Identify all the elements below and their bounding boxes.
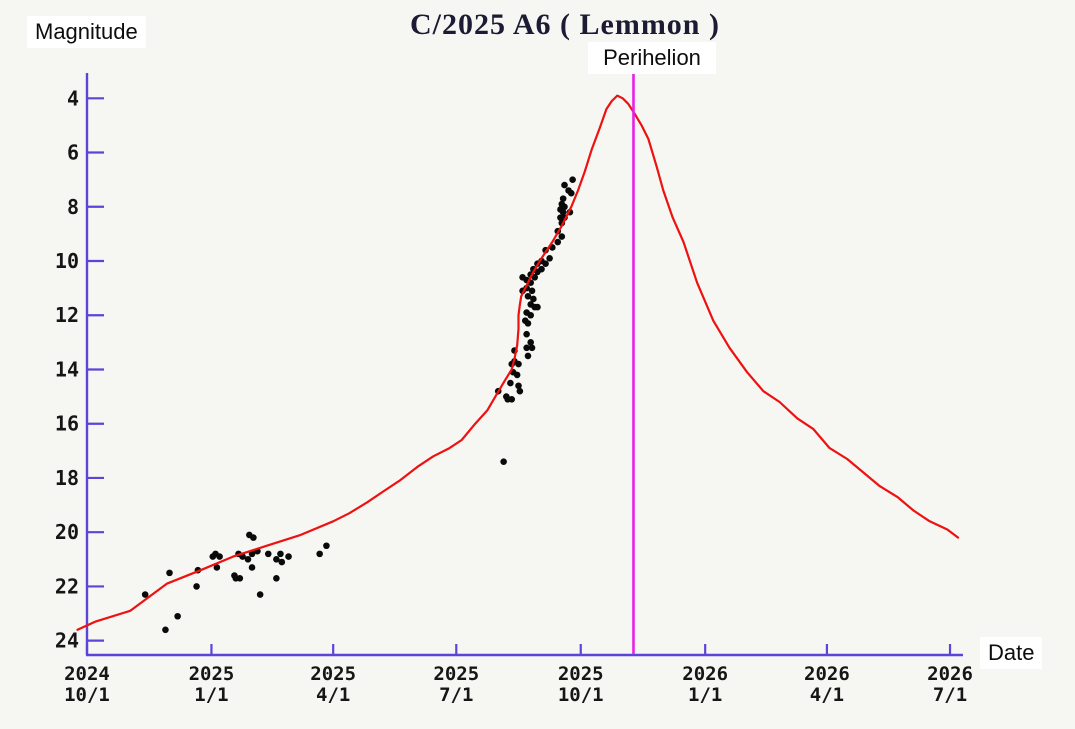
x-tick-label-year: 2025 [558, 663, 604, 685]
observation-dot [534, 268, 541, 276]
y-tick-label: 8 [67, 195, 79, 219]
observation-dot [559, 195, 567, 202]
observation-dot [523, 330, 530, 338]
observation-dot [531, 273, 539, 281]
observation-dot [567, 189, 575, 197]
observation-dot [273, 556, 280, 563]
observation-dot [546, 254, 553, 262]
perihelion-label: Perihelion [588, 42, 716, 74]
model-curve [76, 94, 960, 631]
observation-dot [273, 574, 280, 582]
x-tick-label-year: 2025 [189, 663, 235, 685]
observation-dot [558, 233, 566, 240]
observation-dot [250, 534, 257, 541]
y-tick-label: 6 [67, 141, 79, 165]
x-tick-label-year: 2025 [310, 663, 356, 685]
observation-dot [524, 320, 532, 327]
observation-dot [528, 287, 536, 295]
observation-dot [323, 542, 330, 550]
observation-dot [264, 550, 272, 558]
observation-dot [193, 583, 200, 590]
observation-dot [561, 181, 568, 189]
observation-dot [519, 273, 526, 281]
observation-dot [213, 564, 221, 571]
observation-dot [141, 591, 149, 598]
x-tick-label-date: 4/1 [316, 684, 350, 706]
y-tick-label: 22 [55, 574, 79, 598]
observation-dot [236, 574, 244, 582]
y-axis-title: Magnitude [27, 16, 146, 48]
observation-dot [500, 458, 507, 465]
y-tick-label: 12 [55, 303, 79, 327]
observation-dot [527, 339, 534, 346]
x-tick-label-date: 7/1 [933, 684, 967, 706]
observation-dot [285, 553, 292, 560]
x-tick-label-year: 2024 [64, 663, 110, 685]
observation-dot [542, 260, 549, 268]
observation-dot [524, 292, 532, 300]
x-tick-label-date: 10/1 [558, 684, 604, 706]
observation-dot [244, 556, 252, 563]
observation-dot [508, 396, 516, 403]
observation-dot [534, 303, 541, 311]
observation-dot [569, 176, 576, 183]
observation-dot [256, 591, 264, 598]
x-tick-label-date: 4/1 [810, 684, 844, 706]
observation-dot [277, 550, 284, 558]
observation-dot [507, 379, 514, 387]
observation-dot [523, 344, 530, 352]
x-tick-label-date: 1/1 [194, 684, 228, 706]
observation-dot [216, 553, 223, 560]
y-tick-label: 18 [55, 466, 79, 490]
observation-dot [516, 387, 524, 395]
x-tick-label-year: 2025 [433, 663, 479, 685]
observation-dot [166, 569, 173, 577]
x-tick-label-year: 2026 [804, 663, 850, 685]
x-tick-label-date: 10/1 [64, 684, 110, 706]
observation-dot [515, 382, 522, 390]
chart-title: C/2025 A6 ( Lemmon ) [410, 8, 720, 41]
observation-dot [248, 564, 256, 571]
y-tick-label: 20 [55, 520, 79, 544]
y-tick-label: 4 [67, 86, 79, 110]
observation-dot [503, 393, 510, 400]
y-tick-label: 24 [55, 629, 79, 653]
observation-dot [316, 550, 323, 558]
observation-dot [278, 558, 286, 566]
observation-dot [530, 295, 537, 303]
observation-dot [174, 612, 181, 620]
observation-dot [248, 550, 256, 558]
observation-dot [559, 208, 567, 216]
observation-dot [162, 626, 169, 634]
observation-dot [524, 352, 532, 360]
y-tick-label: 16 [55, 412, 79, 436]
y-tick-label: 14 [55, 357, 79, 381]
observation-dot [528, 344, 536, 352]
x-tick-label-date: 1/1 [688, 684, 722, 706]
observation-dot [527, 311, 534, 319]
x-tick-label-date: 7/1 [439, 684, 473, 706]
x-axis-title: Date [980, 637, 1043, 669]
observation-dot [515, 360, 522, 368]
x-tick-label-year: 2026 [927, 663, 973, 685]
observation-dot [554, 238, 562, 246]
y-tick-label: 10 [55, 249, 79, 273]
x-tick-label-year: 2026 [682, 663, 728, 685]
